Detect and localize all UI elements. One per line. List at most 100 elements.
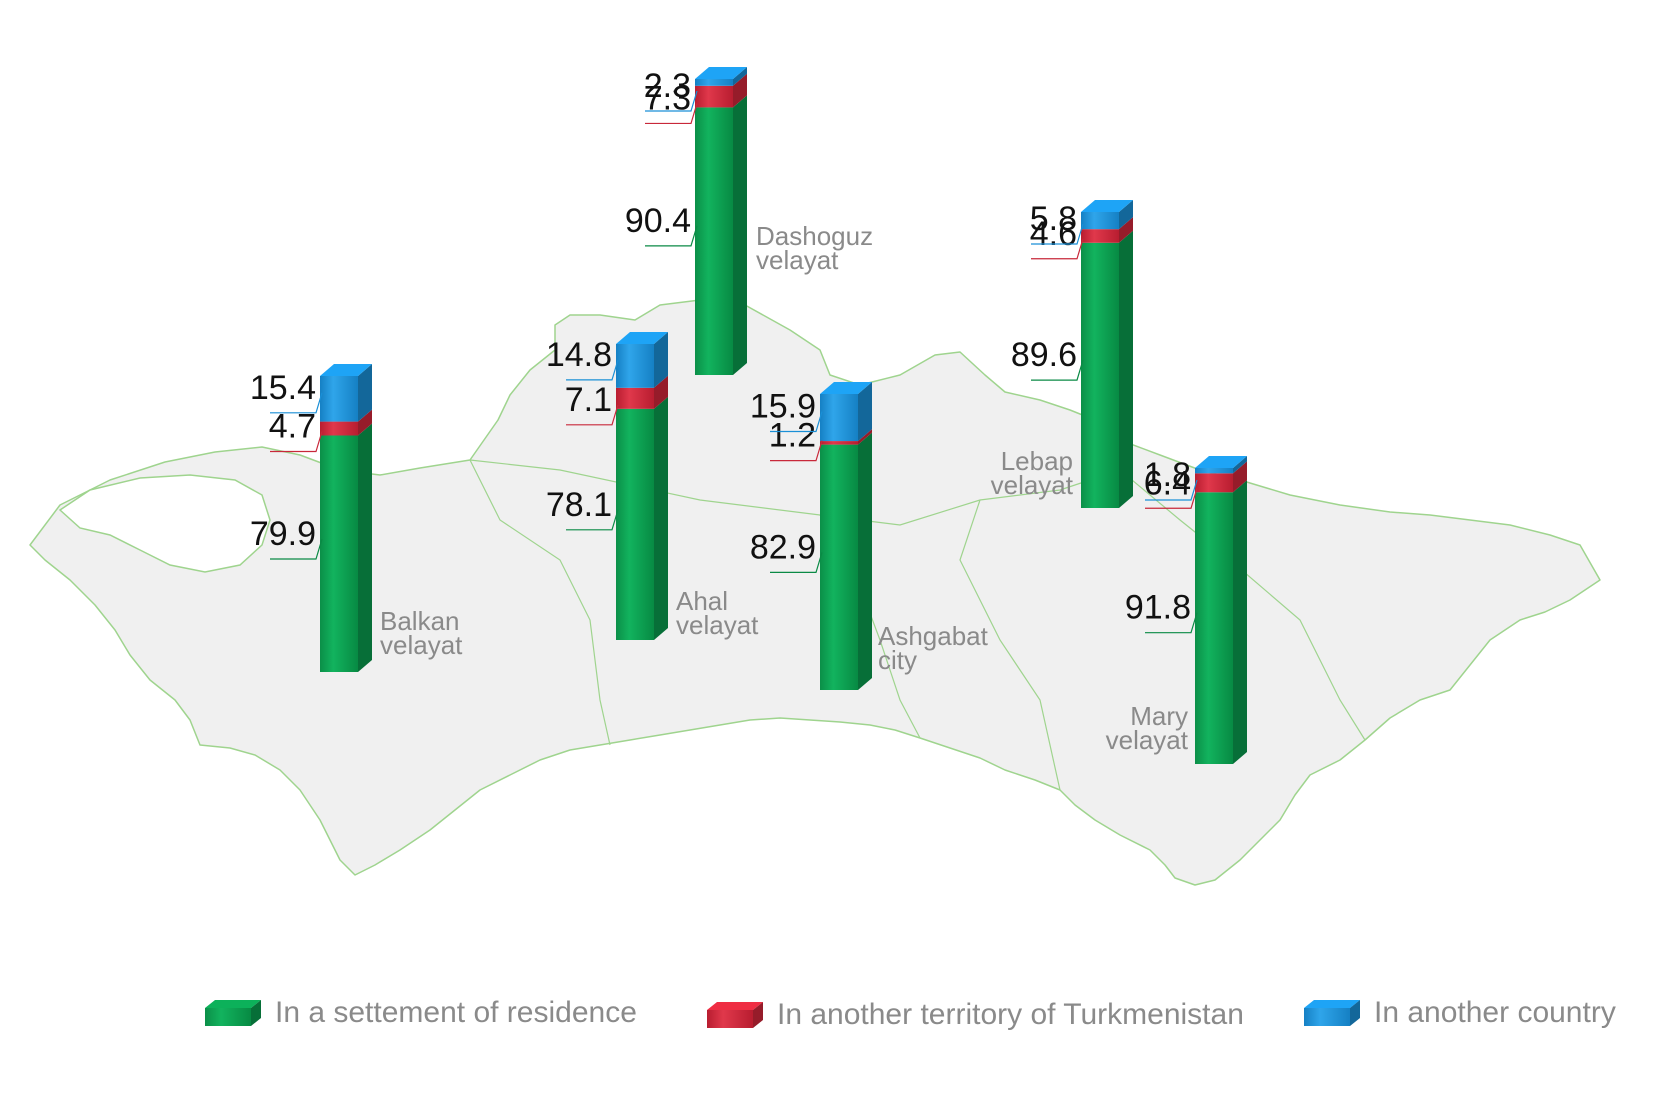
leader-line-balkan-residence [270,538,323,560]
bar-side-dashoguz-country [733,67,747,86]
value-label-ahal-residence: 78.1 [546,486,612,524]
value-label-ahal-country: 14.8 [546,336,612,374]
region-label-dashoguz: Dashoguz velayat [756,221,873,275]
region-label-balkan: Balkan velayat [380,606,463,660]
bar-segment-lebap-residence [1081,242,1119,508]
value-label-lebap-territory: 4.6 [1030,215,1077,253]
bar-segment-ahal-country [616,344,654,388]
leader-line-balkan-territory [270,431,323,453]
bar-side-balkan-country [358,364,372,422]
value-label-mary-country: 1.8 [1144,456,1191,494]
bar-segment-mary-territory [1195,473,1233,493]
leader-line-lebap-territory [1031,238,1084,260]
leader-line-ashgabat-territory [770,440,823,462]
legend-swatch-top-residence [205,1000,261,1008]
bar-side-dashoguz-territory [733,73,747,108]
value-label-balkan-country: 15.4 [250,369,316,407]
value-label-ashgabat-residence: 82.9 [750,528,816,566]
bar-side-ahal-residence [654,396,668,640]
leader-line-lebap-residence [1031,359,1084,381]
bar-side-lebap-residence [1119,230,1133,508]
legend-swatch-territory [707,1010,753,1028]
bar-group-mary: 91.8 6.41.8 Mary velayat [1106,456,1247,764]
region-label-lebap: Lebap velayat [991,446,1074,500]
bar-segment-mary-country [1195,468,1233,474]
leader-line-mary-country [1145,479,1198,501]
bar-side-mary-territory [1233,461,1247,493]
value-label-ahal-territory: 7.1 [565,381,612,419]
legend-swatch-side-residence [251,1000,261,1026]
bar-segment-mary-residence [1195,492,1233,764]
bar-side-lebap-country [1119,200,1133,230]
legend-swatch-country [1304,1008,1350,1026]
bar-segment-ashgabat-territory [820,441,858,445]
bar-segment-ahal-territory [616,387,654,409]
value-label-mary-territory: 6.4 [1144,464,1191,502]
leader-line-balkan-country [270,392,323,414]
bar-top-ashgabat [820,382,872,394]
legend-swatch-side-territory [753,1002,763,1028]
bar-side-dashoguz-residence [733,95,747,375]
legend-swatch-top-country [1304,1000,1360,1008]
bar-top-lebap [1081,200,1133,212]
value-label-dashoguz-country: 2.3 [644,67,691,105]
caspian-inlet [58,474,271,573]
bar-side-balkan-territory [358,409,372,436]
value-label-ashgabat-territory: 1.2 [769,417,816,455]
bar-top-dashoguz [695,67,747,79]
leader-line-mary-residence [1145,612,1198,634]
bar-segment-lebap-territory [1081,229,1119,243]
bar-segment-balkan-territory [320,421,358,436]
bar-segment-balkan-country [320,376,358,422]
leader-line-ahal-residence [566,509,619,531]
bar-segment-lebap-country [1081,212,1119,230]
bar-side-ashgabat-residence [858,432,872,690]
bar-side-balkan-residence [358,423,372,672]
bar-top-ahal [616,332,668,344]
legend-swatch-residence [205,1008,251,1026]
legend: In a settement of residence In another te… [205,996,1616,1031]
value-label-lebap-residence: 89.6 [1011,336,1077,374]
leader-line-ahal-country [566,359,619,381]
leader-line-dashoguz-country [645,90,698,112]
bar-side-ahal-country [654,332,668,388]
region-label-mary: Mary velayat [1106,701,1189,755]
region-label-ahal: Ahal velayat [676,586,759,640]
value-label-lebap-country: 5.8 [1030,200,1077,238]
value-label-balkan-residence: 79.9 [250,515,316,553]
value-label-balkan-territory: 4.7 [269,407,316,445]
leader-line-dashoguz-residence [645,225,698,247]
legend-item-country: In another country [1304,996,1616,1029]
legend-swatch-side-country [1350,1000,1360,1026]
leader-line-ahal-territory [566,404,619,426]
bar-segment-balkan-residence [320,435,358,672]
legend-label-residence: In a settement of residence [275,996,637,1029]
value-label-mary-residence: 91.8 [1125,589,1191,627]
value-label-ashgabat-country: 15.9 [750,388,816,426]
value-label-dashoguz-residence: 90.4 [625,202,691,240]
bar-group-ahal: 78.1 7.1 14.8 Ahal velayat [546,332,759,640]
bars-layer: 79.9 4.715.4 Balkan velayat 78.1 7.1 14.8 Ahal v… [250,67,1247,764]
leader-line-ashgabat-country [770,411,823,433]
bar-side-ashgabat-territory [858,429,872,445]
bar-segment-ashgabat-country [820,394,858,442]
bar-group-lebap: 89.6 4.65.8 Lebap velayat [991,200,1133,508]
bar-group-ashgabat: 82.9 1.215.9 Ashgabat city [750,382,989,690]
region-label-ashgabat: Ashgabat city [878,621,989,675]
bar-side-mary-country [1233,456,1247,474]
bar-side-mary-residence [1233,480,1247,764]
bar-segment-dashoguz-territory [695,85,733,108]
legend-item-territory: In another territory of Turkmenistan [707,998,1244,1031]
legend-label-country: In another country [1374,996,1616,1029]
legend-item-residence: In a settement of residence [205,996,637,1029]
leader-line-ashgabat-residence [770,552,823,574]
legend-label-territory: In another territory of Turkmenistan [777,998,1244,1031]
leader-line-dashoguz-territory [645,103,698,125]
bar-segment-dashoguz-country [695,79,733,86]
bar-top-mary [1195,456,1247,468]
bar-group-balkan: 79.9 4.715.4 Balkan velayat [250,364,463,672]
leader-line-mary-territory [1145,488,1198,509]
